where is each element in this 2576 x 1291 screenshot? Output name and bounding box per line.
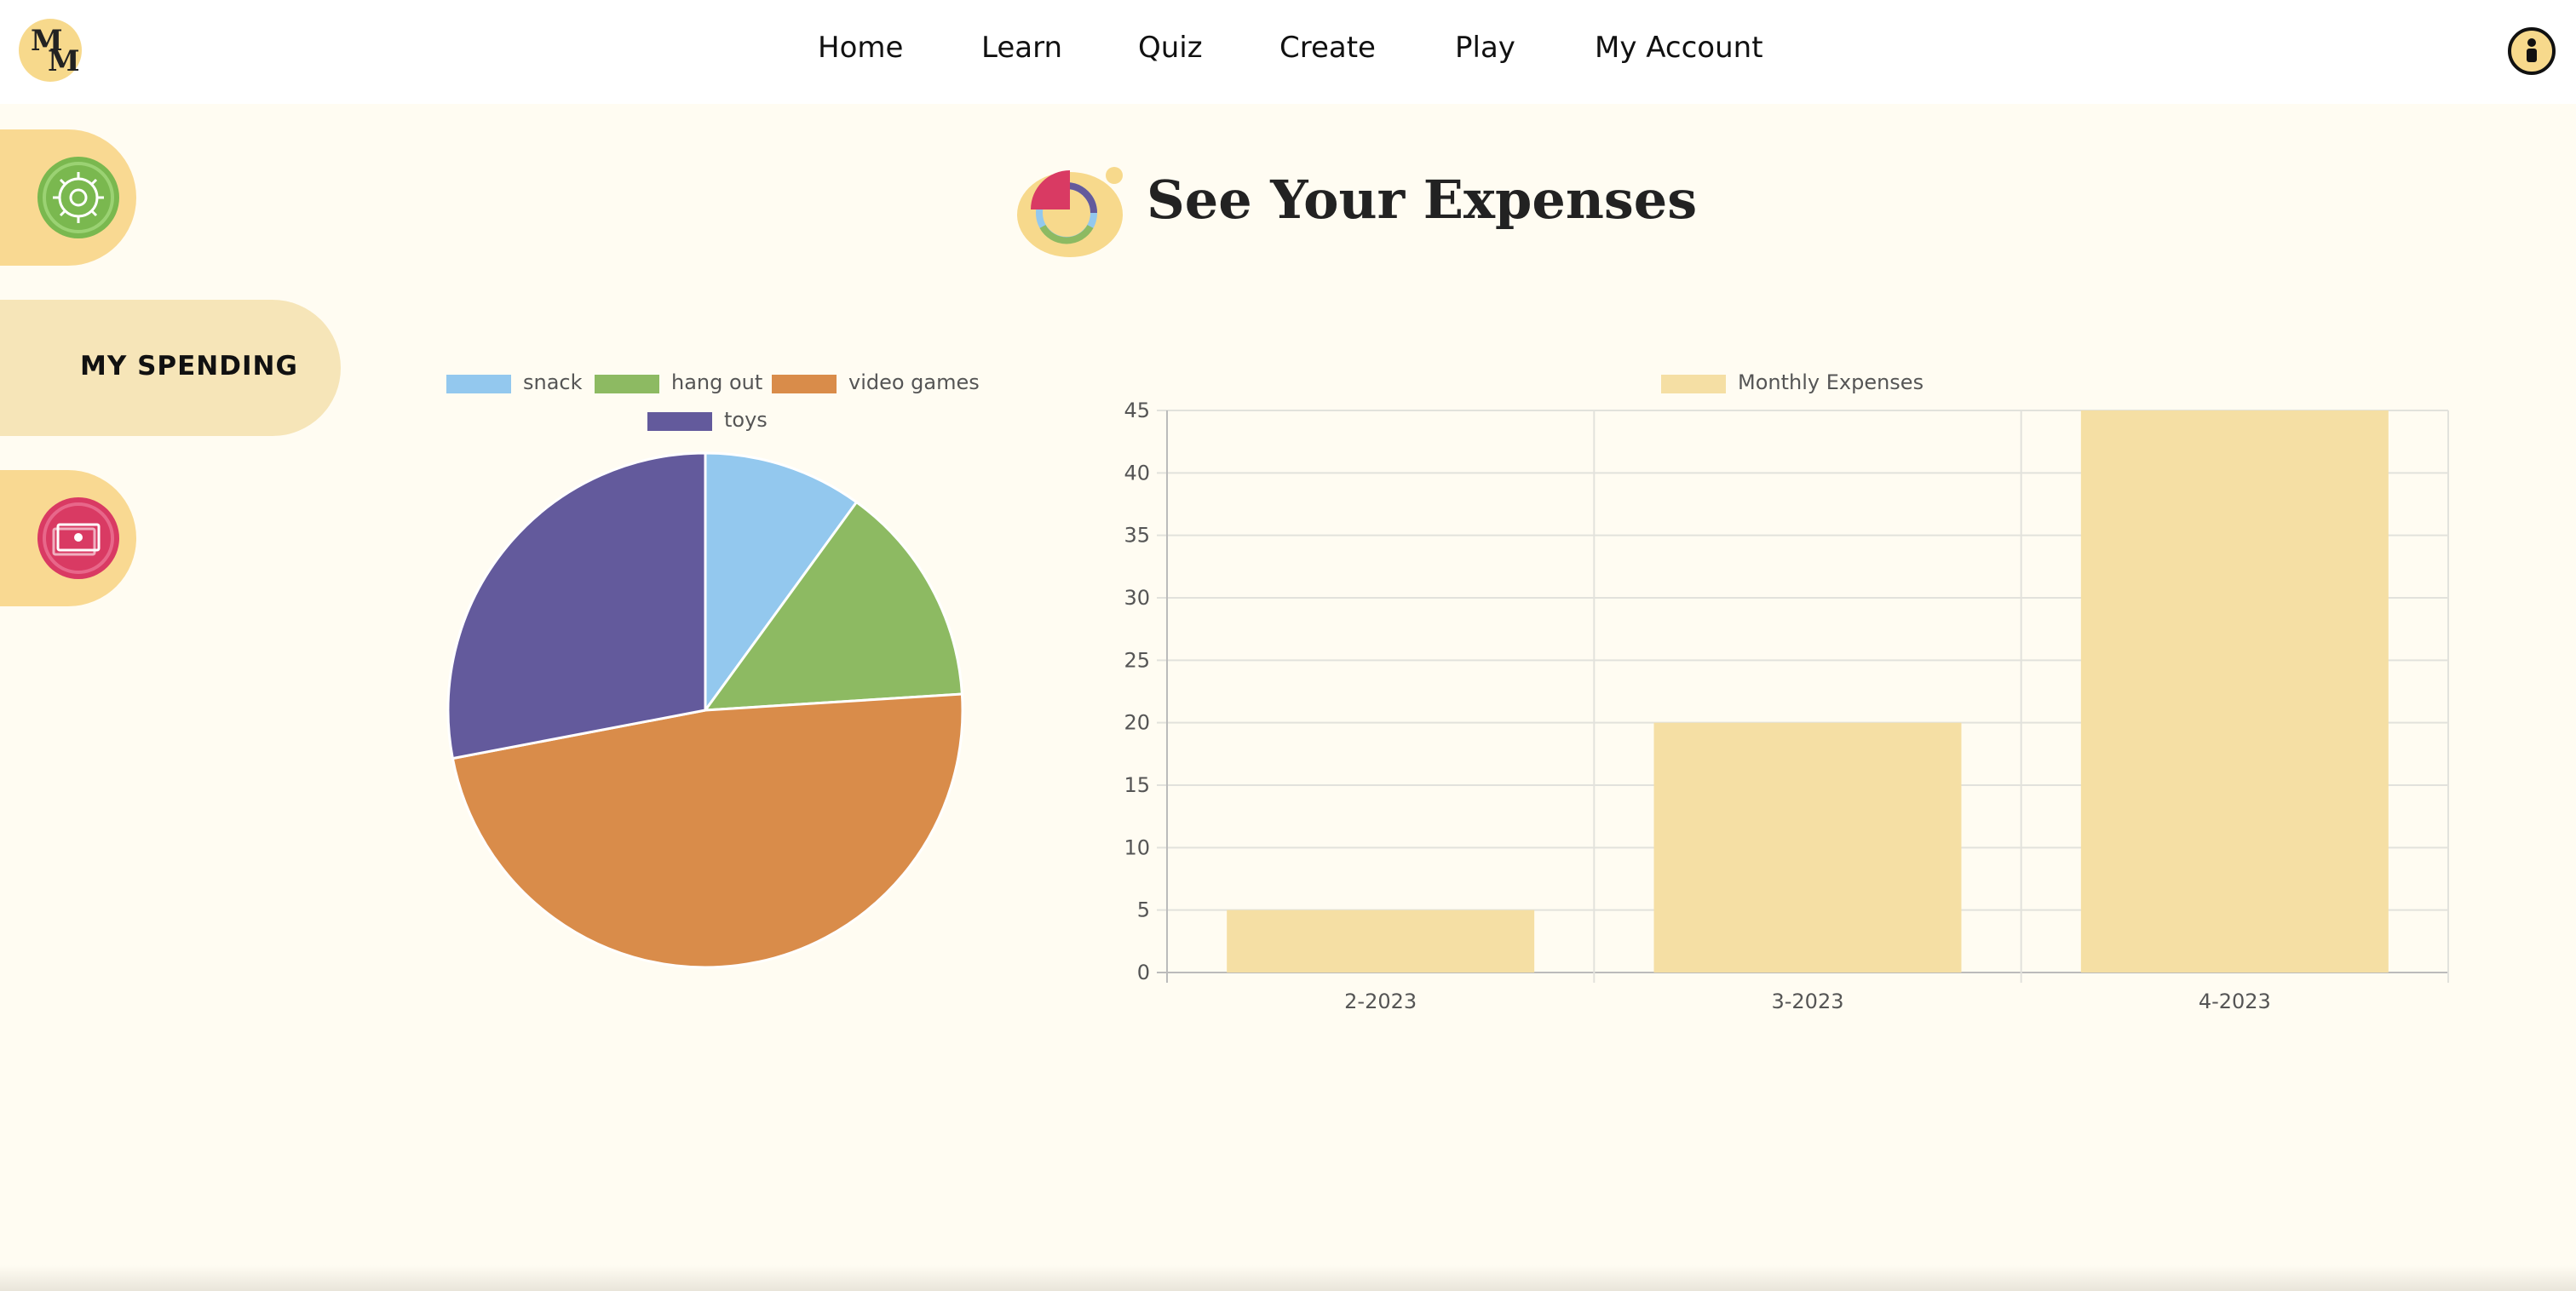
pie-chart bbox=[446, 451, 964, 969]
pie-slice-toys[interactable] bbox=[446, 451, 707, 760]
y-tick-label: 45 bbox=[1124, 399, 1150, 422]
nav-my-account[interactable]: My Account bbox=[1595, 31, 1763, 65]
nav-quiz[interactable]: Quiz bbox=[1138, 31, 1203, 65]
y-tick-label: 10 bbox=[1124, 835, 1150, 859]
y-tick-label: 20 bbox=[1124, 711, 1150, 735]
pie-legend-video-games[interactable]: video games bbox=[848, 370, 980, 394]
nav-play[interactable]: Play bbox=[1455, 31, 1515, 65]
bar-3-2023[interactable] bbox=[1653, 722, 1962, 973]
sidebar-tab-money[interactable] bbox=[0, 470, 136, 606]
pie-slice-snack[interactable] bbox=[704, 451, 859, 714]
y-tick-label: 25 bbox=[1124, 648, 1150, 672]
sidebar-tab-label: MY SPENDING bbox=[80, 351, 298, 382]
sidebar-tab-settings[interactable] bbox=[0, 129, 136, 266]
nav-create[interactable]: Create bbox=[1279, 31, 1376, 65]
bar-4-2023[interactable] bbox=[2080, 410, 2389, 973]
user-icon bbox=[2527, 38, 2537, 62]
x-tick-label: 4-2023 bbox=[2199, 990, 2271, 1013]
pie-legend-swatch-video-games bbox=[772, 375, 837, 393]
logo-letter-1: M bbox=[31, 24, 63, 58]
y-tick-label: 15 bbox=[1124, 773, 1150, 797]
pie-legend-swatch-hang-out bbox=[595, 375, 659, 393]
account-button[interactable] bbox=[2508, 27, 2556, 75]
pie-slice-hang-out[interactable] bbox=[702, 500, 963, 712]
pie-legend-swatch-snack bbox=[446, 375, 511, 393]
money-icon bbox=[37, 497, 119, 579]
y-tick-label: 35 bbox=[1124, 524, 1150, 548]
pie-legend-hang-out[interactable]: hang out bbox=[671, 370, 763, 394]
nav-learn[interactable]: Learn bbox=[981, 31, 1063, 65]
y-tick-label: 40 bbox=[1124, 461, 1150, 485]
y-tick-label: 30 bbox=[1124, 586, 1150, 610]
pie-legend-swatch-toys bbox=[647, 412, 712, 431]
page-title: See Your Expenses bbox=[1147, 169, 1698, 231]
pie-slice-video-games[interactable] bbox=[451, 692, 964, 969]
gear-icon bbox=[37, 157, 119, 238]
y-tick-label: 0 bbox=[1137, 961, 1150, 984]
x-tick-label: 2-2023 bbox=[1344, 990, 1417, 1013]
logo[interactable]: M M bbox=[19, 19, 82, 82]
pie-chart-icon bbox=[1017, 167, 1123, 257]
sidebar-tab-my-spending[interactable]: MY SPENDING bbox=[0, 300, 341, 436]
bar-chart: 0 5 10 15 20 25 30 35 40 45 2-2023 3-2023 4-2023 bbox=[1124, 399, 2449, 1013]
y-tick-label: 5 bbox=[1137, 898, 1150, 922]
logo-letter-2: M bbox=[48, 44, 80, 78]
pie-legend-toys[interactable]: toys bbox=[724, 408, 768, 432]
nav-links: Home Learn Quiz Create Play My Account bbox=[0, 0, 2576, 104]
x-tick-label: 3-2023 bbox=[1771, 990, 1843, 1013]
bar-legend-swatch bbox=[1661, 375, 1726, 393]
bar-legend-monthly-expenses[interactable]: Monthly Expenses bbox=[1738, 370, 1924, 394]
nav-home[interactable]: Home bbox=[818, 31, 904, 65]
bar-2-2023[interactable] bbox=[1227, 909, 1535, 973]
pie-legend-snack[interactable]: snack bbox=[523, 370, 583, 394]
bottom-shadow bbox=[0, 1265, 2576, 1291]
navbar: M M Home Learn Quiz Create Play My Accou… bbox=[0, 0, 2576, 104]
